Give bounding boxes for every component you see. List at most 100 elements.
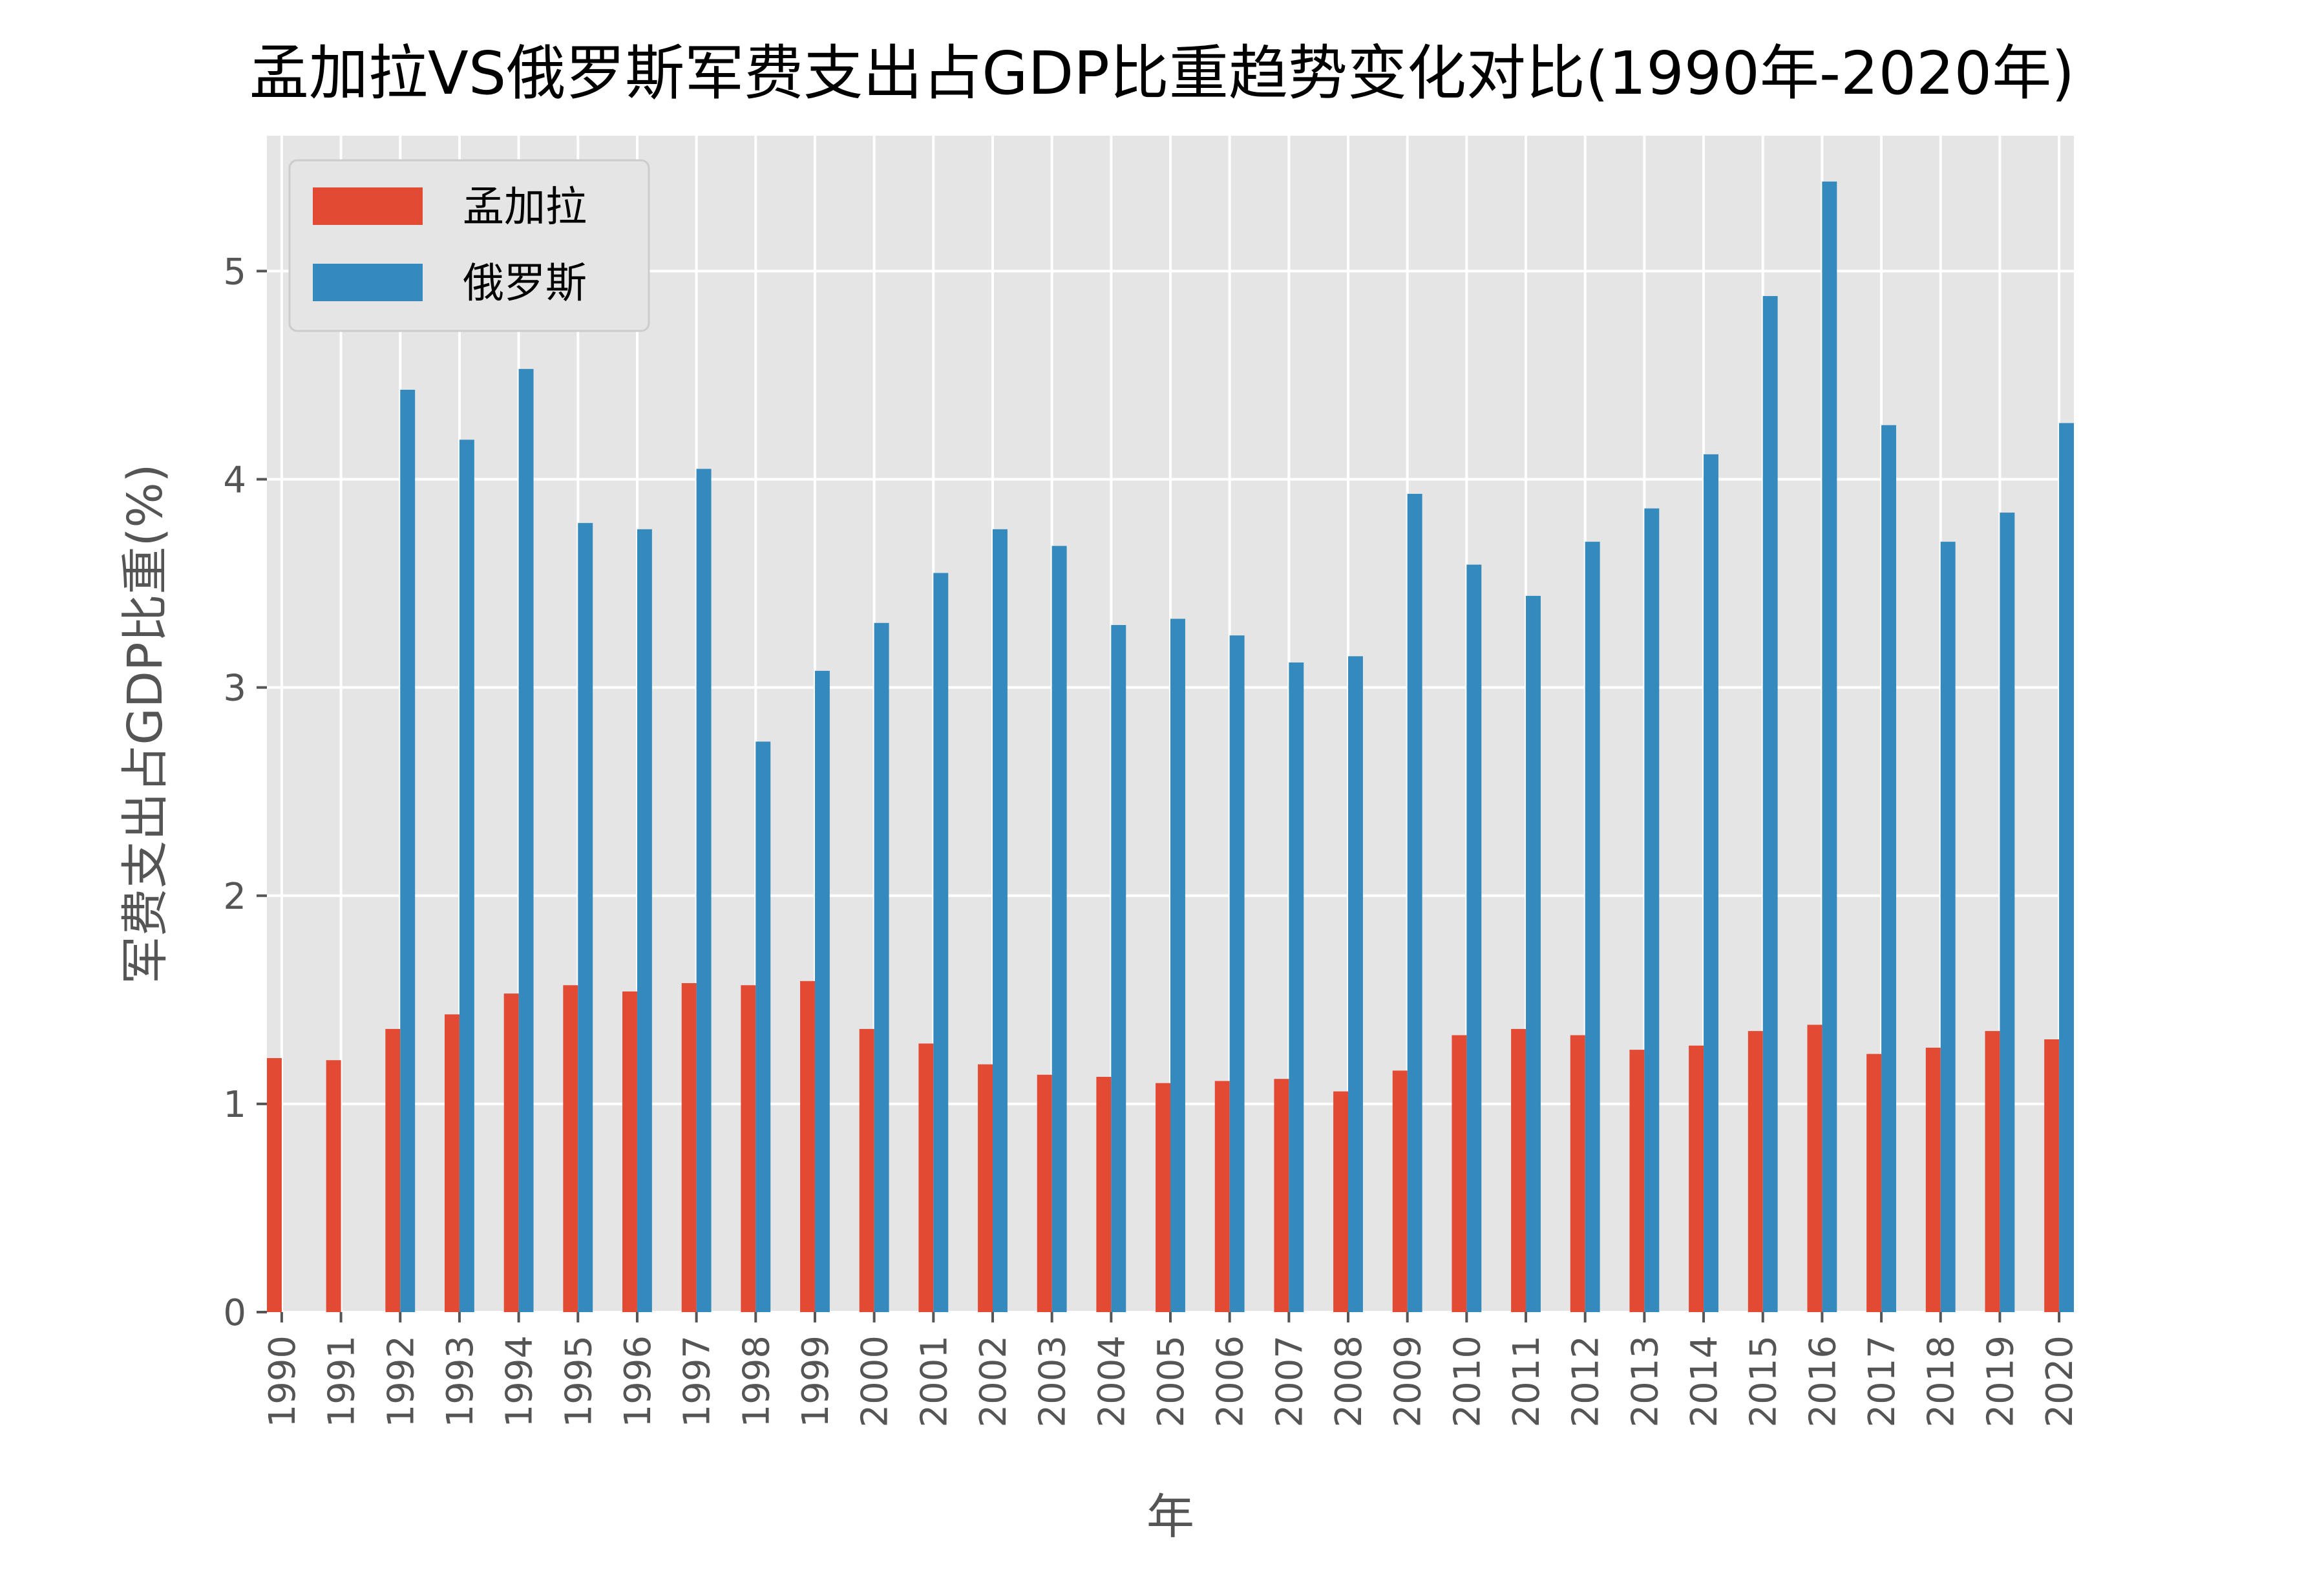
y-axis-label: 军费支出占GDP比重(%) bbox=[118, 463, 173, 984]
bar-russia-2008 bbox=[1348, 656, 1363, 1312]
bar-russia-2007 bbox=[1289, 662, 1304, 1312]
bar-russia-1997 bbox=[696, 469, 712, 1313]
y-axis-ticks: 0 1 2 3 4 5 bbox=[223, 251, 267, 1334]
bar-bangladesh-2018 bbox=[1925, 1047, 1941, 1312]
bar-bangladesh-2002 bbox=[978, 1064, 993, 1312]
x-tick-label: 2018 bbox=[1921, 1335, 1963, 1428]
bar-bangladesh-1993 bbox=[445, 1014, 460, 1312]
y-tick-label: 1 bbox=[223, 1084, 246, 1126]
x-tick-label: 2019 bbox=[1980, 1335, 2022, 1428]
x-tick-label: 2020 bbox=[2039, 1335, 2081, 1428]
bar-bangladesh-2000 bbox=[859, 1028, 874, 1312]
bar-bangladesh-1996 bbox=[622, 991, 637, 1312]
bar-russia-2018 bbox=[1940, 542, 1956, 1312]
legend-label: 孟加拉 bbox=[463, 184, 587, 231]
x-axis-label: 年 bbox=[1146, 1489, 1194, 1545]
x-tick-label: 2017 bbox=[1861, 1335, 1903, 1428]
bar-russia-2004 bbox=[1111, 624, 1126, 1312]
x-tick-label: 2005 bbox=[1150, 1335, 1192, 1428]
bar-russia-2019 bbox=[2000, 513, 2015, 1313]
bar-russia-2002 bbox=[992, 529, 1008, 1312]
bar-bangladesh-2001 bbox=[918, 1043, 934, 1312]
bar-bangladesh-2004 bbox=[1096, 1077, 1112, 1312]
x-tick-label: 2002 bbox=[973, 1335, 1015, 1428]
bar-russia-2009 bbox=[1407, 494, 1422, 1312]
bar-bangladesh-2011 bbox=[1511, 1028, 1526, 1312]
x-tick-label: 2004 bbox=[1091, 1335, 1133, 1428]
y-tick-label: 5 bbox=[223, 251, 246, 293]
y-tick-label: 4 bbox=[223, 460, 246, 502]
bar-bangladesh-1990 bbox=[267, 1058, 282, 1312]
bar-bangladesh-2020 bbox=[2044, 1039, 2060, 1312]
x-axis-ticks: 1990 1991 1992 1993 1994 1995 1996 1997 1998 1999… bbox=[262, 1312, 2081, 1428]
y-tick-label: 0 bbox=[223, 1292, 246, 1334]
bar-russia-2011 bbox=[1526, 595, 1541, 1312]
x-tick-label: 2006 bbox=[1210, 1335, 1252, 1428]
x-tick-label: 2011 bbox=[1506, 1335, 1548, 1428]
bar-russia-1998 bbox=[755, 741, 771, 1312]
x-tick-label: 2014 bbox=[1684, 1335, 1726, 1428]
bar-russia-1996 bbox=[637, 529, 652, 1312]
bars bbox=[267, 181, 2074, 1313]
bar-bangladesh-1994 bbox=[503, 993, 519, 1312]
y-tick-label: 3 bbox=[223, 668, 246, 710]
bar-russia-2020 bbox=[2059, 423, 2074, 1312]
x-tick-label: 2008 bbox=[1328, 1335, 1370, 1428]
bar-russia-1992 bbox=[400, 389, 416, 1312]
bar-bangladesh-1991 bbox=[326, 1060, 341, 1312]
x-tick-label: 1991 bbox=[321, 1335, 363, 1428]
x-tick-label: 2010 bbox=[1446, 1335, 1488, 1428]
bar-russia-1994 bbox=[518, 368, 534, 1312]
x-tick-label: 2016 bbox=[1802, 1335, 1844, 1428]
x-tick-label: 2009 bbox=[1388, 1335, 1430, 1428]
bar-russia-2017 bbox=[1881, 425, 1896, 1312]
x-tick-label: 1992 bbox=[380, 1335, 422, 1428]
chart-title: 孟加拉VS俄罗斯军费支出占GDP比重趋势变化对比(1990年-2020年) bbox=[249, 39, 2075, 108]
x-tick-label: 2003 bbox=[1032, 1335, 1074, 1428]
bar-russia-1999 bbox=[814, 670, 830, 1312]
bar-russia-2013 bbox=[1644, 508, 1660, 1312]
x-tick-label: 1993 bbox=[439, 1335, 481, 1428]
bar-russia-2015 bbox=[1762, 296, 1778, 1312]
bar-bangladesh-2015 bbox=[1748, 1031, 1763, 1312]
bar-russia-2000 bbox=[874, 622, 889, 1312]
bar-russia-2014 bbox=[1704, 454, 1718, 1312]
bar-bangladesh-2012 bbox=[1570, 1035, 1585, 1312]
legend-label: 俄罗斯 bbox=[463, 260, 587, 308]
x-tick-label: 2001 bbox=[913, 1335, 955, 1428]
bar-russia-1995 bbox=[578, 523, 593, 1313]
bar-russia-1993 bbox=[459, 440, 474, 1312]
x-tick-label: 1994 bbox=[499, 1335, 541, 1428]
x-tick-label: 2013 bbox=[1624, 1335, 1666, 1428]
bar-bangladesh-1992 bbox=[385, 1028, 401, 1312]
bar-russia-2016 bbox=[1822, 181, 1837, 1313]
bar-bangladesh-2017 bbox=[1866, 1054, 1882, 1312]
bar-bangladesh-2006 bbox=[1214, 1081, 1230, 1312]
bar-bangladesh-2019 bbox=[1985, 1031, 2000, 1312]
bar-bangladesh-1997 bbox=[681, 983, 697, 1312]
bar-bangladesh-1995 bbox=[563, 985, 578, 1312]
bar-bangladesh-1998 bbox=[741, 985, 756, 1312]
bar-bangladesh-2003 bbox=[1037, 1074, 1052, 1312]
bar-russia-2010 bbox=[1466, 564, 1482, 1312]
bar-russia-2001 bbox=[933, 573, 949, 1312]
x-tick-label: 1998 bbox=[735, 1335, 777, 1428]
y-tick-label: 2 bbox=[223, 876, 246, 918]
bar-russia-2012 bbox=[1585, 542, 1600, 1312]
bar-bangladesh-2014 bbox=[1689, 1045, 1704, 1312]
x-tick-label: 1997 bbox=[677, 1335, 719, 1428]
x-tick-label: 2000 bbox=[854, 1335, 896, 1428]
x-tick-label: 1996 bbox=[617, 1335, 659, 1428]
bar-bangladesh-2009 bbox=[1392, 1070, 1408, 1312]
bar-bangladesh-2007 bbox=[1274, 1079, 1289, 1312]
bar-bangladesh-2010 bbox=[1452, 1035, 1467, 1312]
x-tick-label: 2012 bbox=[1565, 1335, 1607, 1428]
x-tick-label: 2015 bbox=[1743, 1335, 1785, 1428]
bar-russia-2005 bbox=[1170, 619, 1185, 1313]
x-tick-label: 1990 bbox=[262, 1335, 304, 1428]
bar-russia-2006 bbox=[1229, 635, 1245, 1312]
bar-bangladesh-2016 bbox=[1807, 1024, 1822, 1312]
x-tick-label: 1995 bbox=[558, 1335, 600, 1428]
bar-bangladesh-2005 bbox=[1156, 1083, 1170, 1312]
